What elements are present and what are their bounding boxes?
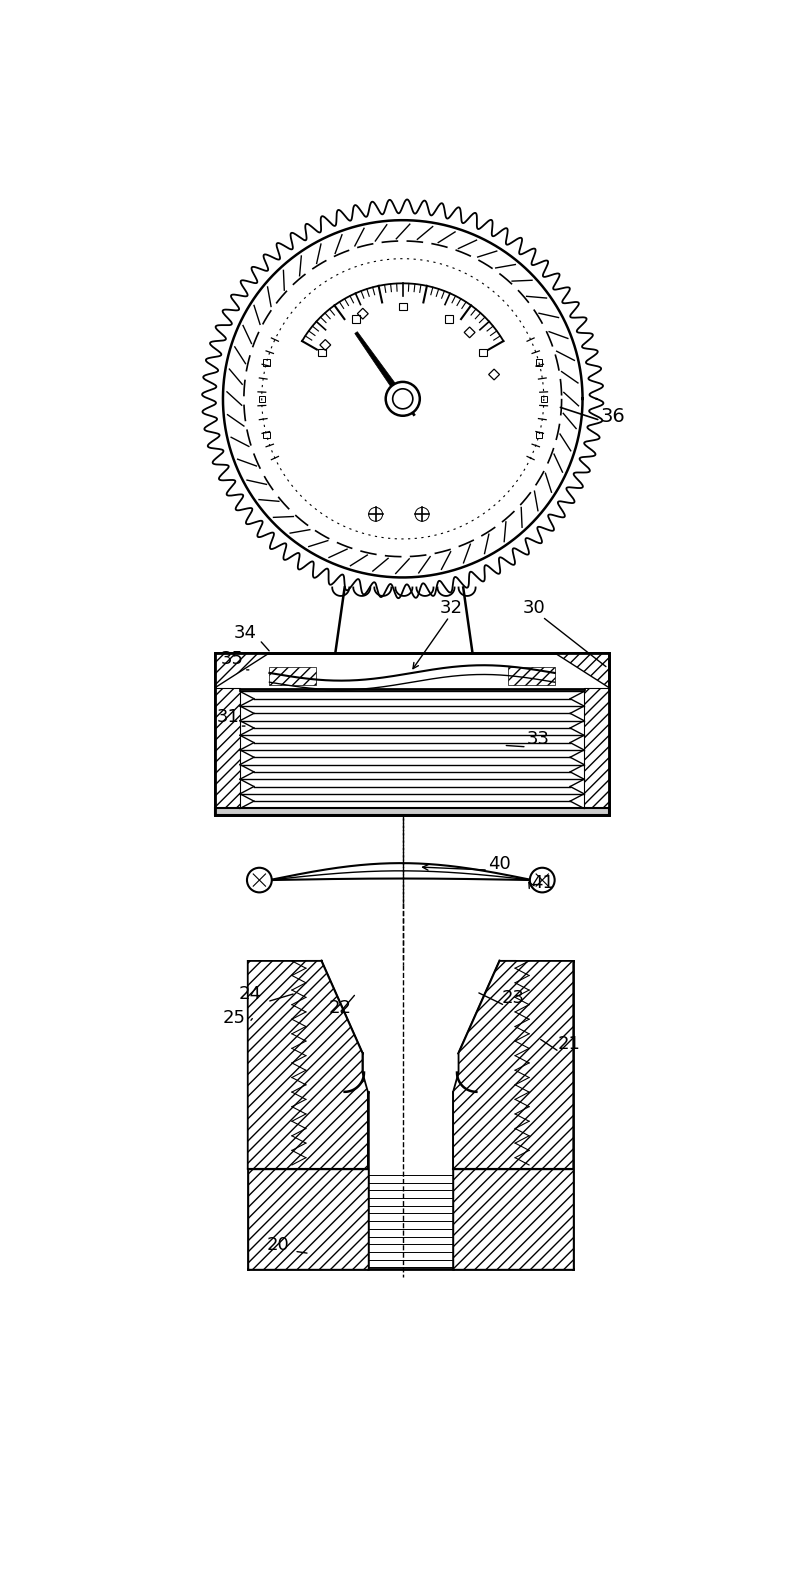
Bar xyxy=(540,396,546,403)
Bar xyxy=(479,348,487,356)
Polygon shape xyxy=(247,961,368,1169)
Bar xyxy=(318,348,326,356)
Bar xyxy=(263,360,269,366)
Polygon shape xyxy=(215,808,608,815)
Polygon shape xyxy=(247,1169,368,1270)
Polygon shape xyxy=(354,331,405,401)
Polygon shape xyxy=(269,667,316,686)
Text: 31: 31 xyxy=(217,708,239,725)
Text: 25: 25 xyxy=(222,1009,246,1026)
Bar xyxy=(263,433,269,438)
Polygon shape xyxy=(453,1169,573,1270)
Polygon shape xyxy=(583,687,608,808)
Bar xyxy=(398,302,406,310)
Text: 24: 24 xyxy=(238,985,261,1004)
Circle shape xyxy=(392,388,412,409)
Text: 20: 20 xyxy=(267,1236,290,1254)
Text: 36: 36 xyxy=(600,407,625,426)
Bar xyxy=(215,652,608,815)
Text: 32: 32 xyxy=(439,598,463,617)
Text: 23: 23 xyxy=(501,990,524,1007)
Polygon shape xyxy=(554,652,608,687)
Text: 41: 41 xyxy=(530,873,552,893)
Polygon shape xyxy=(507,667,554,686)
Text: 30: 30 xyxy=(522,598,545,617)
Bar xyxy=(259,396,264,403)
Polygon shape xyxy=(453,961,573,1169)
Bar xyxy=(215,652,608,815)
Bar xyxy=(536,433,541,438)
Text: 21: 21 xyxy=(557,1036,580,1053)
Bar xyxy=(536,360,541,366)
Polygon shape xyxy=(215,652,269,687)
Text: 34: 34 xyxy=(234,624,256,641)
Text: 33: 33 xyxy=(526,730,549,748)
Text: 40: 40 xyxy=(487,854,510,872)
Circle shape xyxy=(247,867,271,893)
Bar xyxy=(445,315,453,323)
Circle shape xyxy=(529,867,554,893)
Circle shape xyxy=(385,382,419,415)
Text: 35: 35 xyxy=(220,651,243,668)
Bar xyxy=(352,315,360,323)
Polygon shape xyxy=(215,687,240,808)
Text: 22: 22 xyxy=(328,999,352,1017)
